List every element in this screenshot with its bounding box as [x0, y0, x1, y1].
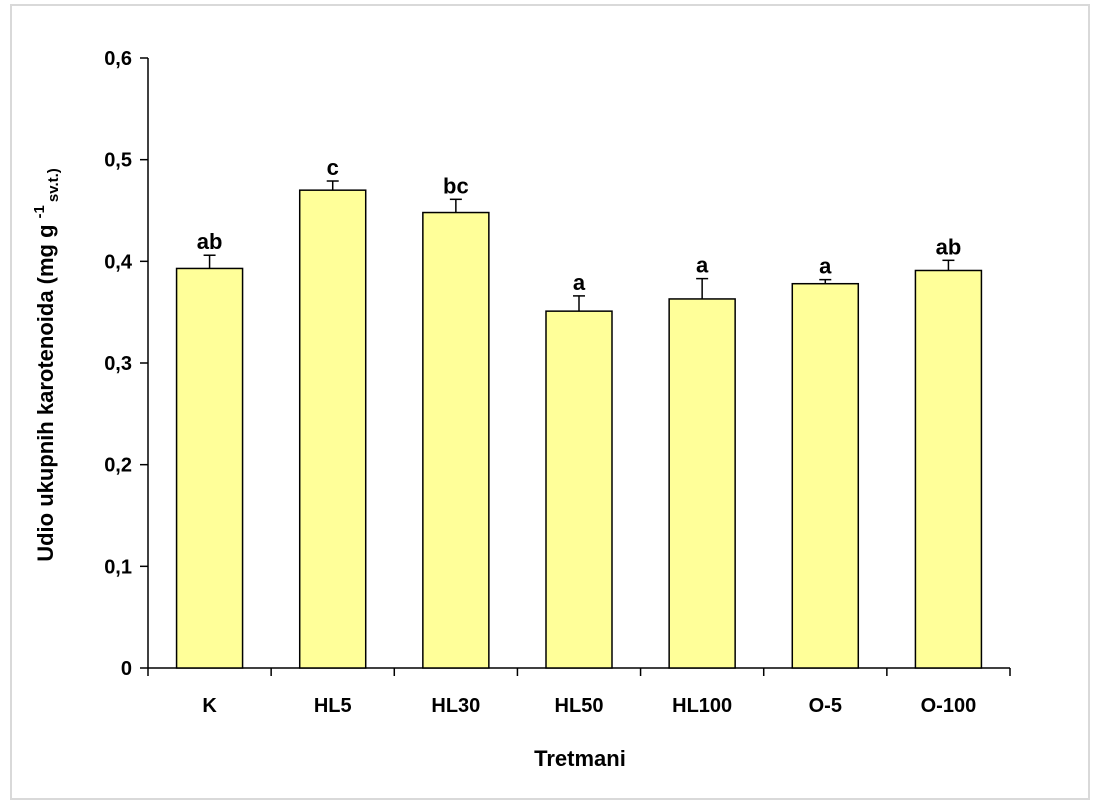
y-tick-label: 0,2	[104, 455, 132, 477]
bar	[298, 189, 367, 669]
x-axis	[147, 667, 1011, 676]
category-label: K	[202, 695, 217, 717]
significance-label: a	[819, 254, 832, 279]
significance-label: bc	[443, 173, 469, 198]
category-label: HL100	[672, 695, 732, 717]
y-axis-title-subscript: sv.t.)	[45, 168, 62, 202]
y-tick-label: 0,1	[104, 556, 132, 578]
bars	[175, 189, 983, 669]
significance-label: a	[573, 270, 586, 295]
x-axis-title: Tretmani	[534, 746, 626, 771]
y-axis: 0 0,1 0,2 0,3 0,4 0,5 0,6	[104, 48, 149, 680]
significance-label: a	[696, 253, 709, 278]
y-axis-title-main: Udio ukupnih karotenoida (mg g	[33, 224, 58, 561]
category-label: HL5	[314, 695, 352, 717]
y-tick-label: 0,4	[104, 251, 133, 273]
error-bars	[203, 180, 955, 312]
category-label: HL30	[431, 695, 480, 717]
category-label: O-5	[809, 695, 842, 717]
y-tick-label: 0,3	[104, 353, 132, 375]
bar	[914, 269, 983, 669]
y-axis-title: Udio ukupnih karotenoida (mg g -1 sv.t.)	[31, 168, 62, 562]
significance-label: ab	[936, 234, 962, 259]
bar	[668, 298, 736, 669]
bar	[545, 310, 613, 669]
category-label: HL50	[555, 695, 604, 717]
bar	[422, 211, 490, 669]
bar	[791, 282, 860, 669]
category-label: O-100	[921, 695, 977, 717]
significance-labels: ab c bc a a a ab	[197, 155, 962, 295]
category-labels: K HL5 HL30 HL50 HL100 O-5 O-100	[202, 695, 976, 717]
y-tick-label: 0,5	[104, 150, 132, 172]
y-axis-title-superscript: -1	[31, 205, 48, 218]
y-tick-label: 0,6	[104, 48, 132, 70]
significance-label: ab	[197, 229, 223, 254]
bar	[175, 267, 244, 669]
significance-label: c	[327, 155, 339, 180]
y-tick-label: 0	[121, 658, 132, 680]
